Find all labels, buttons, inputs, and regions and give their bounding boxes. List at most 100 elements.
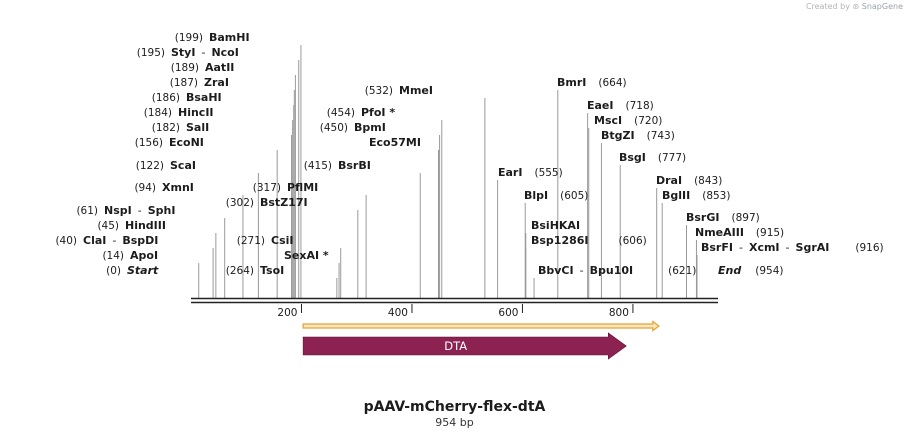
- site-position: (317): [253, 182, 281, 194]
- plasmid-name: pAAV-mCherry-flex-dtA: [363, 399, 546, 415]
- site-start[interactable]: (0) Start: [106, 264, 159, 277]
- site-xmni[interactable]: (94) XmnI: [134, 181, 193, 194]
- alias-dash: -: [201, 46, 205, 59]
- site-msci[interactable]: MscI (720): [594, 114, 662, 127]
- site-name: PfoI *: [361, 106, 395, 119]
- site-position: (777): [658, 152, 686, 164]
- site-drai[interactable]: DraI (843): [656, 174, 722, 187]
- site-name: MscI: [594, 114, 622, 127]
- site-bsihkai[interactable]: BsiHKAI: [531, 219, 580, 232]
- alias-dash: -: [138, 204, 142, 217]
- site-econi[interactable]: (156) EcoNI: [135, 136, 204, 149]
- site-position: (897): [731, 212, 759, 224]
- site-pflmi[interactable]: (317) PflMI: [253, 181, 319, 194]
- site-pfoi[interactable]: (454) PfoI *: [327, 106, 396, 119]
- site-bsp1286i[interactable]: Bsp1286I (606): [531, 234, 647, 247]
- site-hincii[interactable]: (184) HincII: [144, 106, 214, 119]
- site-name: BbvCI: [538, 264, 574, 277]
- site-nspi[interactable]: (61) NspI - SphI: [76, 204, 175, 217]
- site-bsrbi[interactable]: (415) BsrBI: [304, 159, 371, 172]
- site-scai[interactable]: (122) ScaI: [136, 159, 196, 172]
- site-position: (621): [668, 265, 696, 277]
- site-alias: SphI: [148, 204, 176, 217]
- site-end[interactable]: End (954): [718, 264, 783, 277]
- site-name: BsrBI: [338, 159, 371, 172]
- site-aatii[interactable]: (189) AatII: [171, 61, 235, 74]
- site-bbvci[interactable]: BbvCI - Bpu10I (621): [538, 264, 696, 277]
- site-bstz17i[interactable]: (302) BstZ17I: [226, 196, 308, 209]
- site-name: PflMI: [287, 181, 318, 194]
- site-position: (122): [136, 160, 164, 172]
- site-tsoi[interactable]: (264) TsoI: [226, 264, 284, 277]
- credit-text: Created by: [805, 2, 850, 11]
- feature-dta[interactable]: DTA: [302, 332, 627, 360]
- site-alias: BspDI: [122, 234, 158, 247]
- site-bsahi[interactable]: (186) BsaHI: [152, 91, 222, 104]
- site-nmeaiii[interactable]: NmeAIII (915): [695, 226, 784, 239]
- site-bmri[interactable]: BmrI (664): [557, 76, 627, 89]
- site-name: ScaI: [170, 159, 196, 172]
- site-hindiii[interactable]: (45) HindIII: [97, 219, 166, 232]
- site-bsrfi[interactable]: BsrFI - XcmI - SgrAI (916): [701, 241, 884, 254]
- site-position: (743): [647, 130, 675, 142]
- site-eari[interactable]: EarI (555): [498, 166, 563, 179]
- site-bglii[interactable]: BglII (853): [662, 189, 730, 202]
- brand-name: SnapGene: [861, 2, 903, 11]
- site-zrai[interactable]: (187) ZraI: [170, 76, 229, 89]
- site-csii[interactable]: (271) CsiI: [237, 234, 294, 247]
- site-bsgi[interactable]: BsgI (777): [619, 151, 686, 164]
- plasmid-length: 954 bp: [435, 416, 474, 429]
- orf-arrow[interactable]: [302, 320, 660, 332]
- site-position: (853): [702, 190, 730, 202]
- site-blpi[interactable]: BlpI (605): [524, 189, 588, 202]
- site-name: AatII: [205, 61, 234, 74]
- site-position: (954): [755, 265, 783, 277]
- site-clai[interactable]: (40) ClaI - BspDI: [55, 234, 158, 247]
- site-bsrgi[interactable]: BsrGI (897): [686, 211, 760, 224]
- snapgene-credit: Created by ⊛ SnapGene: [806, 2, 903, 11]
- site-position: (61): [76, 205, 98, 217]
- site-styi[interactable]: (195) StyI - NcoI: [137, 46, 239, 59]
- site-name: ClaI: [83, 234, 106, 247]
- site-name: DraI: [656, 174, 682, 187]
- site-position: (14): [102, 250, 124, 262]
- site-name: BlpI: [524, 189, 548, 202]
- tick-label-200: 200: [277, 307, 297, 319]
- site-sexai[interactable]: SexAI *: [284, 249, 329, 262]
- site-name: EaeI: [587, 99, 614, 112]
- site-name: SexAI *: [284, 249, 329, 262]
- site-mmei[interactable]: (532) MmeI: [365, 84, 433, 97]
- site-bpmi[interactable]: (450) BpmI: [320, 121, 386, 134]
- site-position: (843): [694, 175, 722, 187]
- site-btgzi[interactable]: BtgZI (743): [601, 129, 675, 142]
- site-name: BsaHI: [186, 91, 222, 104]
- site-name: BamHI: [209, 31, 250, 44]
- feature-label: DTA: [444, 339, 467, 353]
- site-position: (915): [756, 227, 784, 239]
- site-position: (532): [365, 85, 393, 97]
- site-position: (264): [226, 265, 254, 277]
- alias-dash: -: [580, 264, 584, 277]
- site-apoi[interactable]: (14) ApoI: [102, 249, 158, 262]
- site-eaei[interactable]: EaeI (718): [587, 99, 654, 112]
- site-sali[interactable]: (182) SalI: [152, 121, 209, 134]
- site-alias: SgrAI: [796, 241, 830, 254]
- site-name: End: [718, 264, 741, 277]
- site-labels: (0) Start (14) ApoI (40) ClaI - BspDI (45) HindII…: [55, 31, 883, 277]
- site-position: (454): [327, 107, 355, 119]
- site-name: BsgI: [619, 151, 646, 164]
- site-name: HindIII: [125, 219, 166, 232]
- site-position: (195): [137, 47, 165, 59]
- site-bamhi[interactable]: (199) BamHI: [175, 31, 250, 44]
- site-name: EcoNI: [169, 136, 204, 149]
- site-position: (605): [560, 190, 588, 202]
- site-eco57mi[interactable]: Eco57MI: [369, 136, 421, 149]
- site-name: SalI: [186, 121, 209, 134]
- alias-dash: -: [786, 241, 790, 254]
- site-name: BmrI: [557, 76, 586, 89]
- site-name: HincII: [178, 106, 214, 119]
- site-position: (184): [144, 107, 172, 119]
- tick-label-400: 400: [388, 307, 408, 319]
- feature-arrow[interactable]: [302, 332, 627, 360]
- tick-label-600: 600: [498, 307, 518, 319]
